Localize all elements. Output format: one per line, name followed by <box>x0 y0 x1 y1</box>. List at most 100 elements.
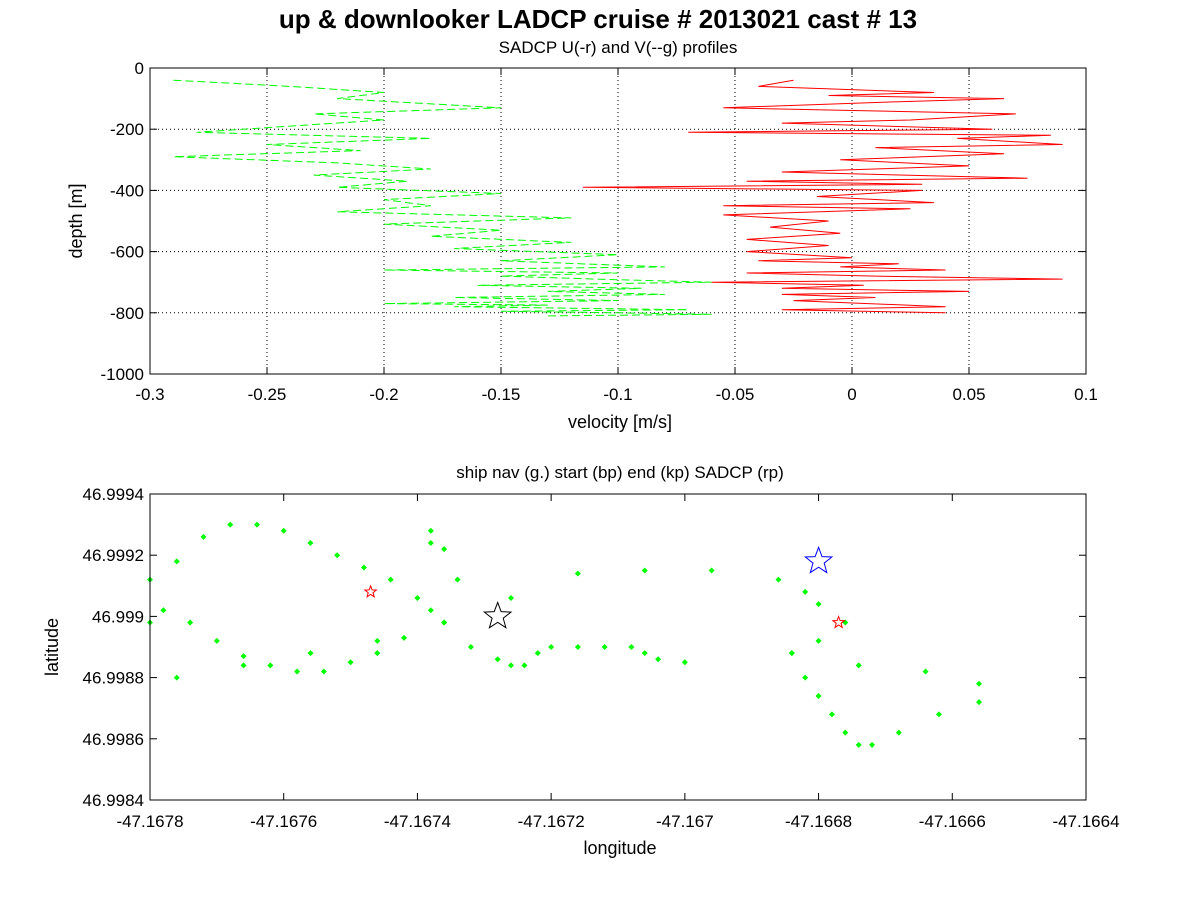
ship-nav-point <box>855 741 862 748</box>
profile-x-tick-label: -0.05 <box>716 385 755 404</box>
profile-grid <box>150 68 1086 374</box>
nav-x-tick-label: -47.1664 <box>1052 812 1119 831</box>
ship-nav-point <box>454 576 461 583</box>
ship-nav-point <box>601 644 608 650</box>
nav-plot-title: ship nav (g.) start (bp) end (kp) SADCP … <box>456 463 784 482</box>
ship-nav-point <box>895 729 902 736</box>
ship-nav-point <box>200 533 207 540</box>
ship-nav-point <box>548 644 555 650</box>
nav-y-tick-label: 46.9988 <box>83 669 144 688</box>
ship-nav-point <box>374 650 381 657</box>
ship-nav-point <box>347 659 354 666</box>
nav-x-tick-label: -47.1674 <box>384 812 451 831</box>
profile-x-tick-label: -0.15 <box>482 385 521 404</box>
nav-x-tick-label: -47.167 <box>656 812 714 831</box>
ship-nav-point <box>935 711 942 718</box>
ship-nav-point <box>307 539 314 546</box>
ship-nav-point <box>788 650 795 657</box>
ship-nav-point <box>360 564 367 571</box>
ship-nav-point <box>187 619 194 626</box>
start-position-marker <box>803 545 834 574</box>
ship-nav-point <box>681 659 688 666</box>
profile-y-tick-label: -800 <box>110 304 144 323</box>
profile-x-tick-label: 0.05 <box>952 385 985 404</box>
ship-nav-point <box>508 662 515 669</box>
nav-x-tick-label: -47.1676 <box>250 812 317 831</box>
profile-series-u-line <box>582 79 1063 314</box>
profile-y-tick-label: -400 <box>110 181 144 200</box>
ship-nav-point <box>387 576 394 583</box>
ship-nav-point <box>427 607 434 614</box>
nav-y-axis-label: latitude <box>42 618 62 676</box>
nav-ticks: -47.1678 -47.1676 -47.1674 -47.1672 -47.167 -… <box>83 485 1120 831</box>
ship-navigation-plot: ship nav (g.) start (bp) end (kp) SADCP … <box>42 463 1120 858</box>
ship-nav-point <box>427 527 434 534</box>
profile-y-tick-label: -600 <box>110 243 144 262</box>
end-position-marker <box>482 600 513 629</box>
ship-nav-point <box>574 644 581 650</box>
profile-y-tick-label: -1000 <box>101 365 144 384</box>
ship-nav-point <box>628 644 635 650</box>
ship-nav-point <box>922 668 929 675</box>
profile-x-tick-label: -0.1 <box>603 385 632 404</box>
ship-nav-point <box>802 588 809 595</box>
ship-nav-point <box>240 662 247 669</box>
ship-nav-point <box>815 601 822 608</box>
profile-x-axis-label: velocity [m/s] <box>568 412 672 432</box>
nav-x-tick-label: -47.1668 <box>785 812 852 831</box>
nav-y-tick-label: 46.9992 <box>83 546 144 565</box>
ship-nav-point <box>574 570 581 577</box>
nav-plot-frame <box>149 493 1087 801</box>
profile-x-tick-label: -0.2 <box>369 385 398 404</box>
ship-nav-point <box>494 656 501 663</box>
ship-nav-point <box>213 637 220 644</box>
nav-x-tick-label: -47.1672 <box>518 812 585 831</box>
ship-nav-point <box>802 674 809 681</box>
profile-y-axis-label: depth [m] <box>66 183 86 258</box>
ship-nav-point <box>775 576 782 583</box>
profile-plot-title: SADCP U(-r) and V(--g) profiles <box>499 38 738 57</box>
ship-nav-point <box>294 668 301 675</box>
ship-nav-point <box>855 662 862 669</box>
ship-nav-point <box>441 546 448 553</box>
ship-nav-point <box>641 567 648 574</box>
ship-nav-point <box>815 692 822 699</box>
profile-y-tick-label: -200 <box>110 120 144 139</box>
ship-nav-point <box>401 634 408 641</box>
figure-title: up & downlooker LADCP cruise # 2013021 c… <box>279 4 917 34</box>
sadcp-position-marker <box>831 615 846 629</box>
ship-nav-point <box>842 729 849 736</box>
profile-series-v-line <box>173 79 712 317</box>
ship-nav-point <box>828 711 835 718</box>
ship-nav-point <box>240 653 247 660</box>
ship-nav-point <box>414 595 421 602</box>
profile-x-tick-label: 0.1 <box>1074 385 1098 404</box>
ship-nav-point <box>869 741 876 748</box>
nav-y-tick-label: 46.9986 <box>83 730 144 749</box>
ship-nav-point <box>227 521 234 528</box>
ship-nav-point <box>641 650 648 657</box>
sadcp-position-marker <box>363 584 378 598</box>
ship-nav-point <box>374 637 381 644</box>
nav-y-tick-label: 46.999 <box>92 607 144 626</box>
ship-nav-point <box>334 552 341 559</box>
nav-x-tick-label: -47.1666 <box>919 812 986 831</box>
profile-x-tick-label: -0.25 <box>248 385 287 404</box>
nav-x-tick-label: -47.1678 <box>116 812 183 831</box>
profile-x-tick-label: -0.3 <box>135 385 164 404</box>
nav-y-tick-label: 46.9994 <box>83 485 144 504</box>
velocity-profile-plot: SADCP U(-r) and V(--g) profiles -0.3 -0.2… <box>66 38 1098 432</box>
nav-points-group <box>147 521 983 748</box>
ship-nav-point <box>160 607 167 614</box>
ship-nav-point <box>307 650 314 657</box>
ship-nav-point <box>320 668 327 675</box>
ship-nav-point <box>427 539 434 546</box>
profile-series-group <box>173 79 1063 317</box>
ship-nav-point <box>267 662 274 669</box>
profile-x-tick-label: 0 <box>847 385 856 404</box>
ship-nav-point <box>253 521 260 528</box>
profile-y-tick-label: 0 <box>135 59 144 78</box>
ship-nav-point <box>976 699 983 706</box>
ship-nav-point <box>708 567 715 574</box>
